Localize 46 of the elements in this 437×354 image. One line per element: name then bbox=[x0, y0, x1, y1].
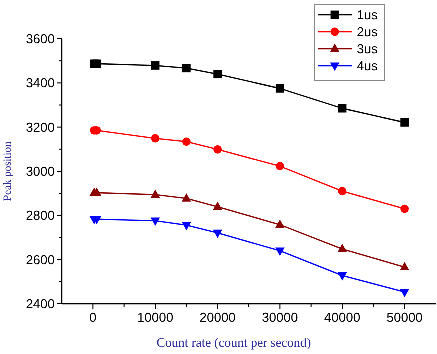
x-tick-label: 30000 bbox=[262, 310, 298, 325]
x-tick-label: 0 bbox=[90, 310, 97, 325]
point bbox=[338, 104, 347, 113]
legend-label: 4us bbox=[357, 58, 378, 74]
point bbox=[338, 244, 348, 252]
point bbox=[214, 70, 222, 79]
point bbox=[338, 187, 347, 196]
point bbox=[275, 220, 285, 228]
point bbox=[182, 138, 191, 146]
legend-label: 3us bbox=[357, 42, 378, 57]
point bbox=[400, 289, 410, 298]
point bbox=[150, 190, 160, 198]
point bbox=[92, 60, 102, 68]
y-tick-label: 2800 bbox=[26, 208, 55, 224]
point bbox=[400, 204, 410, 214]
y-tick-label: 3400 bbox=[26, 76, 55, 91]
x-tick-label: 20000 bbox=[200, 310, 236, 325]
point bbox=[182, 222, 192, 231]
point bbox=[150, 218, 160, 226]
y-tick-label: 2600 bbox=[26, 252, 55, 268]
point bbox=[400, 262, 410, 271]
y-tick-label: 3600 bbox=[26, 32, 55, 47]
x-axis-title: Count rate (count per second) bbox=[156, 335, 312, 350]
point bbox=[151, 134, 160, 143]
point bbox=[276, 84, 284, 93]
point bbox=[213, 202, 223, 210]
point bbox=[92, 188, 102, 196]
y-tick-label: 3000 bbox=[26, 164, 55, 180]
legend-label: 2us bbox=[357, 24, 378, 40]
y-axis-title: Peak position bbox=[2, 141, 14, 202]
point bbox=[182, 193, 192, 202]
point bbox=[275, 248, 285, 256]
y-tick-label: 3200 bbox=[26, 120, 55, 135]
point bbox=[92, 216, 102, 225]
x-tick-label: 10000 bbox=[137, 310, 174, 325]
point bbox=[400, 118, 410, 127]
y-tick-label: 2400 bbox=[26, 296, 55, 312]
legend-label: 1us bbox=[357, 8, 378, 23]
x-tick-label: 40000 bbox=[324, 310, 361, 325]
point bbox=[276, 162, 284, 171]
point bbox=[338, 272, 348, 281]
point bbox=[213, 230, 223, 238]
point bbox=[151, 62, 160, 70]
point bbox=[214, 145, 222, 154]
x-tick-label: 50000 bbox=[386, 310, 423, 325]
point bbox=[182, 64, 191, 73]
